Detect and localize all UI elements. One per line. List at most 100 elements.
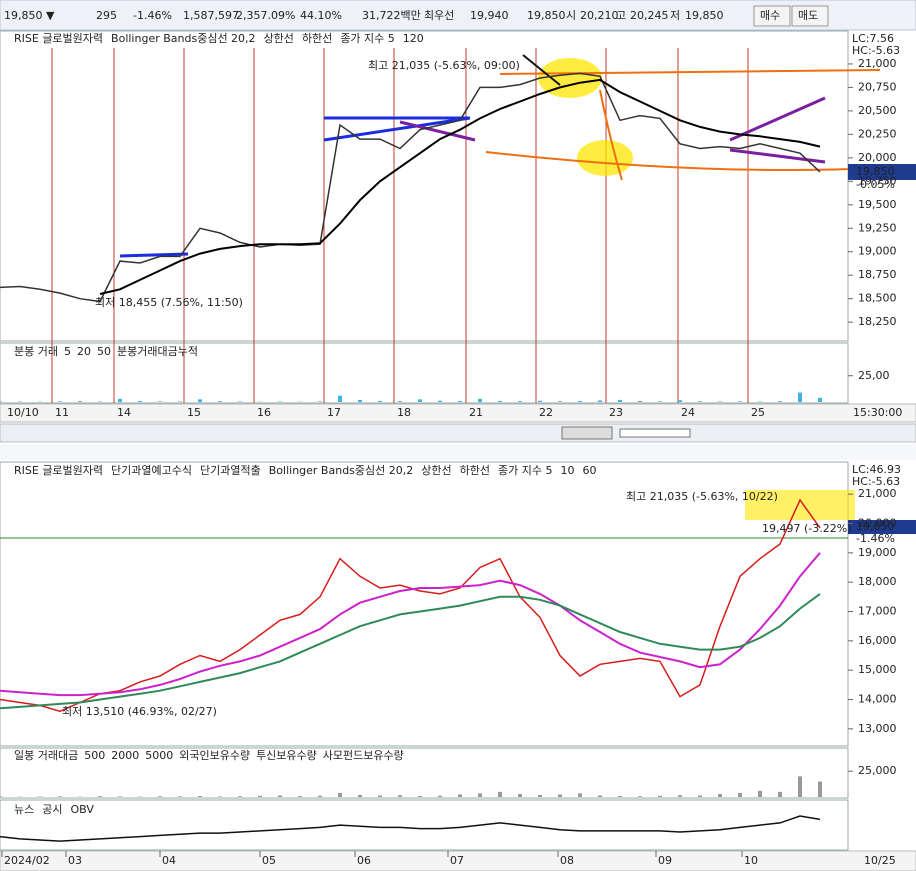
volume-bar [518, 793, 522, 797]
change-tag: -1.46% [856, 532, 895, 545]
volume-bar [78, 401, 82, 402]
volume-bar [698, 401, 702, 402]
obv-frame [0, 799, 849, 851]
y-tick-label: 19,500 [858, 198, 897, 211]
top-bar-item: 19,850 ▼ [4, 9, 55, 22]
top-bar-item: 매도 [798, 9, 818, 22]
volume-bar [98, 796, 102, 797]
hc-label: HC:-5.63 [852, 44, 900, 57]
volume-bar [658, 795, 662, 797]
y-tick-label: 19,000 [858, 546, 897, 559]
legend-item: RISE 글로벌원자력 [14, 32, 103, 45]
volume-bar [698, 795, 702, 797]
top-bar-item: -1.46% [133, 9, 172, 22]
volume-bar [718, 793, 722, 797]
legend-item: RISE 글로벌원자력 [14, 464, 103, 477]
price-line [99, 78, 821, 295]
price-line [0, 498, 821, 713]
volume-bar [478, 398, 482, 402]
legend-item: 분봉 거래 [14, 345, 58, 358]
date-label: 17 [327, 406, 341, 419]
legend-item: 뉴스 [14, 803, 34, 816]
volume-bar [378, 400, 382, 402]
top-bar-item: 2,357.09% [236, 9, 295, 22]
legend-item: 공시 [42, 803, 62, 816]
volume-bar [438, 795, 442, 797]
y-tick-label: 19,000 [858, 245, 897, 258]
legend-item: 종가 지수 5 [340, 32, 394, 45]
date-label: 07 [450, 854, 464, 867]
buy-button[interactable] [753, 5, 791, 27]
y-tick-label: 19,750 [858, 174, 897, 187]
legend-item: 일봉 거래대금 [14, 748, 78, 762]
volume-bar [578, 793, 582, 797]
volume-bar [458, 794, 462, 797]
second-top-bar [0, 444, 916, 460]
legend-item: 5000 [145, 749, 173, 762]
volume-bar [258, 795, 262, 797]
top-bar-item: 20,245 [630, 9, 669, 22]
price-line [0, 72, 821, 303]
zoom-slider[interactable] [619, 428, 691, 438]
low-note: 최저 18,455 (7.56%, 11:50) [95, 296, 243, 309]
volume-bar [558, 401, 562, 402]
legend-item: 50 [97, 345, 111, 358]
volume-bar [718, 401, 722, 402]
legend-item: 하한선 [460, 463, 490, 477]
volume-bar [0, 401, 2, 402]
y-tick-label: 18,000 [858, 575, 897, 588]
top-bar-item: 매수 [760, 9, 780, 22]
volume-bar [318, 401, 322, 402]
lc-label: LC:46.93 [852, 463, 901, 476]
sell-button[interactable] [791, 5, 829, 27]
date-label: 09 [658, 854, 672, 867]
date-label: 05 [262, 854, 276, 867]
top-bar-item: 저 [670, 9, 680, 22]
volume-bar [618, 795, 622, 797]
date-label: 23 [609, 406, 623, 419]
price-tag: 19,850 [856, 520, 895, 533]
day-separators [51, 48, 749, 403]
legend-item: 10 [561, 464, 575, 477]
y-tick-label: 13,000 [858, 722, 897, 735]
volume-bar [0, 796, 2, 797]
change-tag: -0.05% [856, 178, 895, 191]
date-label: 10 [744, 854, 758, 867]
volume-bar [358, 399, 362, 402]
plot-frame [0, 461, 849, 747]
drawn-annotations [119, 54, 881, 258]
date-label: 10/25 [864, 854, 896, 867]
top-bar-item: 31,722백만 [362, 9, 421, 22]
top-bar-item: 295 [96, 9, 117, 22]
legend-item: 상한선 [421, 464, 451, 477]
volume-bar [218, 796, 222, 797]
y-tick-label: 20,750 [858, 80, 897, 93]
volume-bar [538, 400, 542, 402]
volume-bar [778, 401, 782, 402]
highlight [745, 490, 855, 520]
toolbar-buttons[interactable] [561, 426, 613, 440]
legend-item: Bollinger Bands중심선 20,2 [269, 464, 414, 477]
date-label: 2024/02 [4, 854, 50, 867]
date-label: 22 [539, 406, 553, 419]
volume-bar [238, 401, 242, 402]
volume-bar [198, 399, 202, 402]
legend-item: 단기과열적출 [200, 464, 261, 477]
volume-bar [218, 401, 222, 402]
volume-bar [578, 401, 582, 402]
legend-item: 종가 지수 5 [498, 464, 552, 477]
y-tick-label: 18,250 [858, 315, 897, 328]
legend-item: 20 [77, 345, 91, 358]
y-tick-label: 20,000 [858, 516, 897, 529]
y-tick-label: 25,000 [858, 764, 897, 777]
obv-line [0, 815, 821, 842]
top-bar-item: 44.10% [300, 9, 342, 22]
top-bar-item: 고 [616, 9, 626, 22]
scroll-toolbar[interactable] [0, 423, 916, 443]
volume-bar [278, 795, 282, 797]
date-label: 16 [257, 406, 271, 419]
volume-bar [118, 398, 122, 402]
volume-bar [618, 399, 622, 402]
legend-item: 120 [403, 32, 424, 45]
